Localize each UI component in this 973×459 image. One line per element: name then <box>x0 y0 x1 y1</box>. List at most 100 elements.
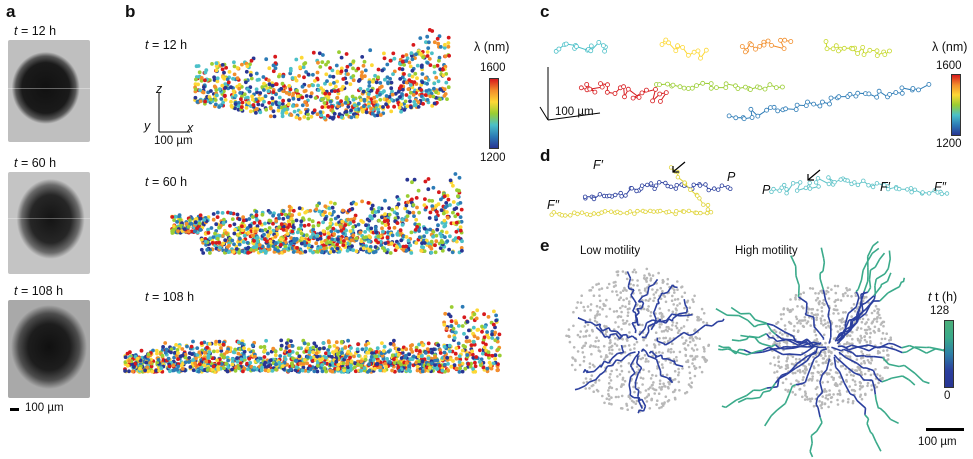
cell-point <box>335 79 339 84</box>
motility-track <box>688 333 694 337</box>
track-node <box>677 84 683 90</box>
track-node <box>584 82 590 87</box>
cell-point <box>262 344 267 349</box>
track-node <box>920 190 925 195</box>
track-node <box>926 191 932 196</box>
cell-point <box>322 346 326 351</box>
cell-point <box>481 351 485 356</box>
cell-point <box>359 98 363 103</box>
cell-point <box>274 100 278 105</box>
cell-point <box>458 225 463 230</box>
cell-point <box>281 74 286 79</box>
background-cell <box>623 351 627 354</box>
cell-point <box>132 365 136 369</box>
cell-point <box>170 231 175 235</box>
cell-point <box>254 97 258 102</box>
background-cell <box>671 310 675 314</box>
cell-point <box>267 66 272 71</box>
background-cell <box>574 359 577 363</box>
cell-point <box>241 218 246 223</box>
cell-point <box>256 358 260 363</box>
cell-point <box>369 106 373 111</box>
background-cell <box>581 351 585 354</box>
cell-point <box>405 177 410 182</box>
cell-point <box>368 235 372 239</box>
cell-point <box>160 353 165 358</box>
motility-track <box>628 287 635 291</box>
cell-point <box>427 198 432 203</box>
background-cell <box>649 311 653 314</box>
background-cell <box>620 369 624 373</box>
cell-point <box>260 103 265 107</box>
cell-point <box>215 358 219 363</box>
cell-point <box>245 95 250 100</box>
motility-track <box>639 409 644 412</box>
cell-point <box>183 360 188 365</box>
cell-point <box>255 218 259 222</box>
background-cell <box>588 387 591 390</box>
cell-point <box>354 202 358 206</box>
cell-point <box>289 339 293 343</box>
track-node <box>599 210 604 215</box>
motility-track <box>673 286 678 289</box>
motility-track <box>617 351 624 355</box>
arrow-1 <box>672 161 686 173</box>
cell-point <box>331 74 336 79</box>
cell-point <box>375 362 380 366</box>
cell-point <box>238 361 243 365</box>
cell-point <box>279 343 284 348</box>
cell-point <box>454 330 458 335</box>
cell-point <box>407 364 411 368</box>
background-cell <box>608 307 612 311</box>
cell-point <box>197 362 202 367</box>
background-cell <box>643 274 646 277</box>
track-node <box>755 113 761 119</box>
cell-point <box>414 52 418 57</box>
background-cell <box>691 338 695 342</box>
cell-point <box>385 235 390 240</box>
background-cell <box>690 385 693 389</box>
cell-point <box>339 55 344 60</box>
track-node <box>659 42 665 47</box>
cell-point <box>161 345 165 349</box>
cell-point <box>447 53 451 58</box>
cell-point <box>298 65 302 70</box>
cell-point <box>460 324 465 328</box>
background-cell <box>702 320 705 324</box>
cell-point <box>299 223 303 227</box>
cell-point <box>259 345 263 349</box>
track-node <box>639 183 645 188</box>
cell-point <box>443 311 448 316</box>
cell-point <box>283 357 288 362</box>
cell-point <box>372 214 377 218</box>
cell-point <box>208 97 213 102</box>
cell-point <box>271 346 276 351</box>
cell-point <box>273 66 278 71</box>
cell-point <box>322 246 327 251</box>
cell-point <box>296 346 301 351</box>
background-cell <box>626 311 630 314</box>
cell-point <box>410 74 415 79</box>
cell-point <box>221 241 226 246</box>
cell-point <box>407 73 412 78</box>
cell-point <box>271 63 276 68</box>
background-cell <box>681 336 684 339</box>
cell-point <box>370 210 375 215</box>
cell-point <box>175 348 180 352</box>
cell-point <box>248 360 253 365</box>
cell-point <box>311 358 315 363</box>
background-cell <box>675 355 678 359</box>
cell-point <box>343 101 348 105</box>
cell-point <box>330 205 335 210</box>
motility-track <box>626 271 632 279</box>
background-cell <box>625 404 629 407</box>
background-cell <box>810 371 813 375</box>
cell-point <box>279 105 284 110</box>
motility-track <box>647 323 654 328</box>
background-cell <box>692 349 696 352</box>
background-cell <box>859 370 863 374</box>
track-node <box>689 85 695 91</box>
cell-point <box>426 78 431 82</box>
cell-point <box>287 349 292 353</box>
cell-point <box>448 203 452 207</box>
